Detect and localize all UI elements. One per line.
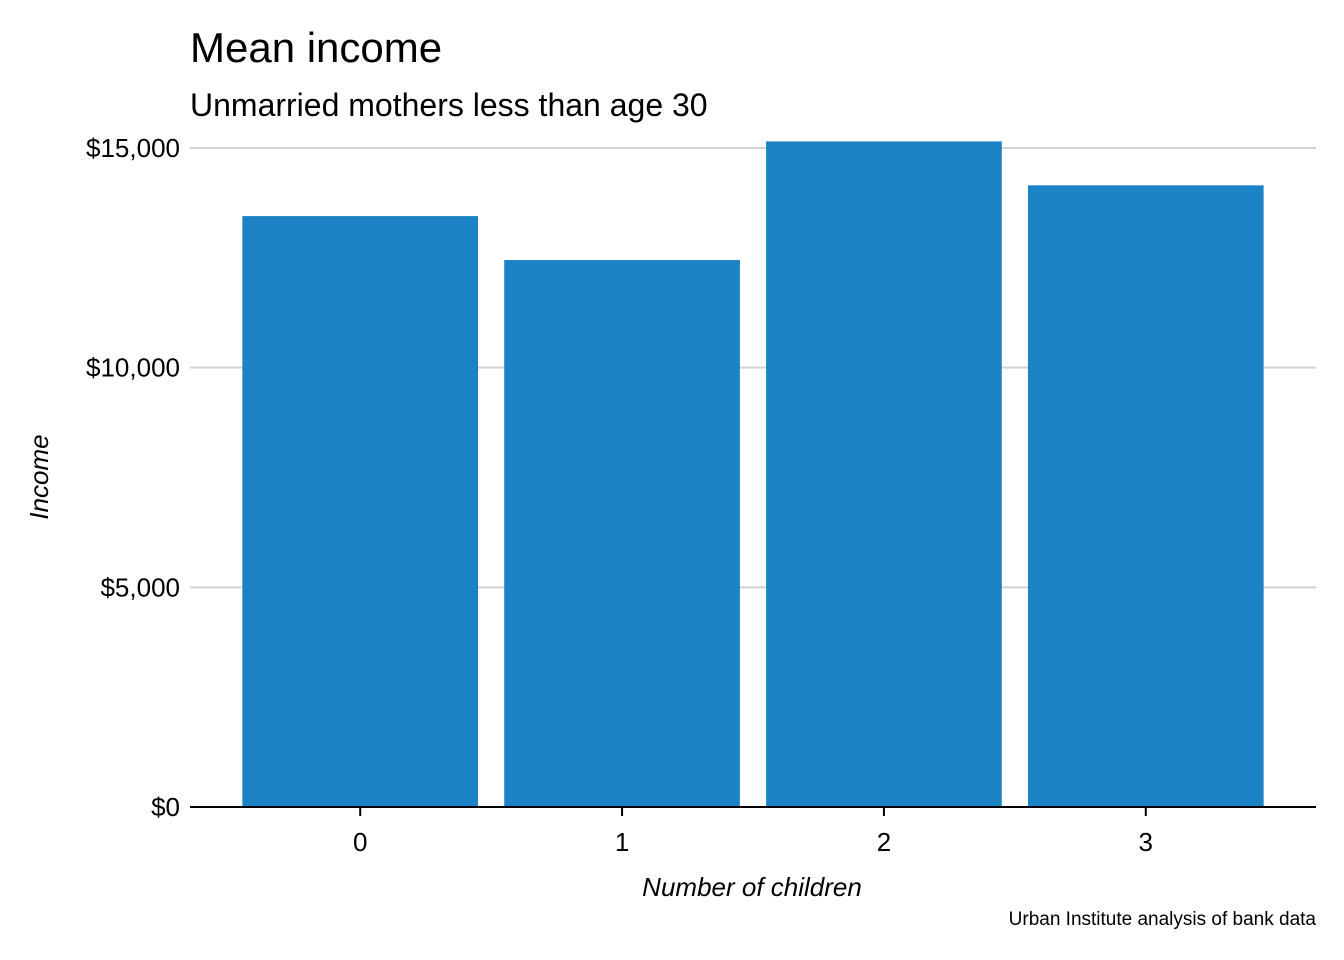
bars [242, 141, 1264, 808]
y-axis-title: Income [24, 434, 54, 519]
chart-subtitle: Unmarried mothers less than age 30 [190, 87, 708, 123]
x-tick-label: 3 [1139, 827, 1153, 857]
x-tick-label: 0 [353, 827, 367, 857]
y-tick-label: $10,000 [86, 353, 180, 383]
x-tick-label: 1 [615, 827, 629, 857]
y-tick-label: $15,000 [86, 133, 180, 163]
y-tick-label: $0 [151, 792, 180, 822]
y-tick-label: $5,000 [100, 572, 180, 602]
y-axis-tick-labels: $0 $5,000 $10,000 $15,000 [86, 133, 180, 822]
bar-1 [504, 260, 740, 807]
x-tick-label: 2 [877, 827, 891, 857]
x-axis-ticks: 0 1 2 3 [353, 807, 1153, 857]
chart-title: Mean income [190, 24, 442, 71]
x-axis-title: Number of children [642, 872, 862, 902]
bar-0 [242, 216, 479, 807]
chart-caption: Urban Institute analysis of bank data [1009, 909, 1317, 930]
bar-3 [1027, 185, 1264, 808]
bar-2 [766, 141, 1002, 807]
